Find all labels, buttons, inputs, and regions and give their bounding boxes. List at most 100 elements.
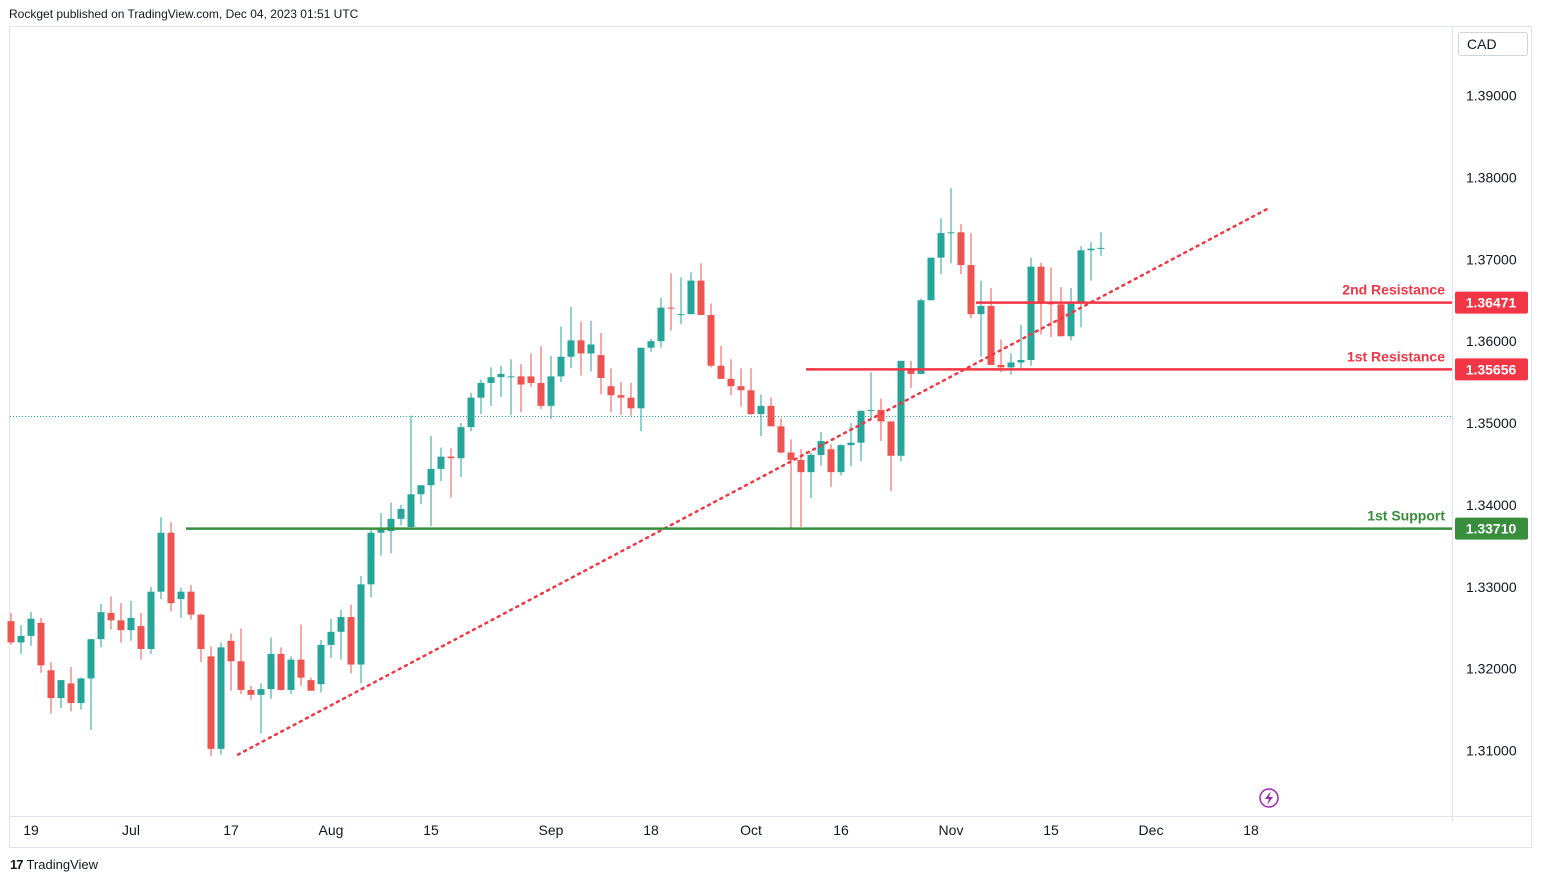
time-tick-label: Oct: [740, 822, 762, 838]
candle-up: [487, 377, 495, 383]
candle-down: [247, 689, 255, 695]
time-tick-label: 16: [833, 822, 849, 838]
candle-up: [477, 382, 485, 398]
candle-down: [997, 364, 1005, 368]
price-scale-divider: [1452, 26, 1453, 822]
candle-up: [837, 445, 845, 473]
candle-down: [447, 456, 455, 459]
candle-up: [547, 376, 555, 406]
tradingview-footer[interactable]: 17 TradingView: [10, 857, 98, 872]
candle-up: [897, 360, 905, 456]
candle-up: [17, 635, 25, 643]
time-tick-label: 15: [1043, 822, 1059, 838]
candle-down: [537, 382, 545, 406]
candle-up: [77, 678, 85, 704]
candle-down: [767, 405, 775, 427]
price-tick-label: 1.34000: [1466, 497, 1517, 513]
candle-up: [867, 409, 875, 411]
candle-up: [637, 347, 645, 409]
candle-up: [1077, 250, 1085, 302]
candle-up: [587, 344, 595, 354]
candle-up: [337, 617, 345, 632]
candle-down: [7, 621, 15, 643]
candle-up: [357, 584, 365, 665]
price-tick-label: 1.31000: [1466, 743, 1517, 759]
candle-down: [707, 314, 715, 366]
lightning-icon[interactable]: [1259, 788, 1279, 808]
support-price-value: 1.33710: [1466, 521, 1517, 537]
candle-down: [737, 386, 745, 391]
time-tick-label: 17: [223, 822, 239, 838]
candle-up: [147, 591, 155, 649]
support-label: 1st Support: [1367, 508, 1445, 524]
candle-down: [877, 409, 885, 422]
candle-up: [97, 612, 105, 640]
candle-down: [117, 620, 125, 631]
price-tick-label: 1.37000: [1466, 251, 1517, 267]
candle-up: [377, 527, 385, 533]
candle-down: [727, 378, 735, 387]
candle-up: [27, 618, 35, 636]
price-tick-label: 1.33000: [1466, 579, 1517, 595]
time-tick-label: Dec: [1139, 822, 1164, 838]
resistance-price-badge: [1455, 358, 1528, 381]
candle-up: [817, 441, 825, 455]
candle-up: [1087, 248, 1095, 251]
candle-up: [567, 340, 575, 357]
time-tick-label: 18: [643, 822, 659, 838]
candle-up: [1017, 360, 1025, 363]
candle-down: [777, 426, 785, 453]
candle-down: [607, 386, 615, 396]
candle-down: [187, 591, 195, 615]
candle-up: [417, 485, 425, 495]
resistance-price-value: 1.36471: [1466, 295, 1517, 311]
price-tick-label: 1.35000: [1466, 415, 1517, 431]
candle-up: [177, 591, 185, 600]
candle-down: [597, 355, 605, 379]
candle-up: [267, 653, 275, 690]
candle-up: [647, 341, 655, 348]
candle-up: [87, 639, 95, 679]
candle-down: [527, 376, 535, 383]
candle-up: [407, 494, 415, 528]
resistance-label: 1st Resistance: [1347, 348, 1445, 364]
uptrend-line[interactable]: [236, 207, 1270, 756]
time-tick-label: Nov: [939, 822, 964, 838]
candle-up: [217, 647, 225, 749]
price-tick-label: 1.32000: [1466, 661, 1517, 677]
candle-down: [747, 390, 755, 415]
candle-up: [157, 532, 165, 592]
candle-down: [207, 656, 215, 749]
currency-selector[interactable]: CAD: [1458, 32, 1528, 56]
time-tick-label: 19: [23, 822, 39, 838]
resistance-label: 2nd Resistance: [1342, 282, 1445, 298]
candle-up: [1067, 301, 1075, 337]
candle-down: [107, 612, 115, 621]
candle-down: [227, 640, 235, 662]
candle-up: [287, 659, 295, 690]
candle-up: [507, 376, 515, 378]
candle-down: [347, 617, 355, 665]
candle-down: [887, 421, 895, 456]
candle-down: [67, 683, 75, 704]
price-tick-label: 1.39000: [1466, 88, 1517, 104]
candle-down: [617, 395, 625, 398]
candle-up: [857, 410, 865, 443]
candle-down: [167, 532, 175, 604]
candle-down: [797, 459, 805, 473]
candle-up: [327, 631, 335, 645]
price-tick-label: 1.38000: [1466, 169, 1517, 185]
candle-up: [57, 680, 65, 699]
candle-up: [687, 280, 695, 315]
candle-up: [937, 233, 945, 258]
candle-up: [1027, 266, 1035, 361]
price-tick-label: 1.36000: [1466, 333, 1517, 349]
candle-down: [47, 670, 55, 699]
candle-up: [397, 509, 405, 519]
candle-down: [307, 680, 315, 691]
candle-down: [967, 265, 975, 315]
candle-down: [297, 659, 305, 678]
candle-down: [137, 626, 145, 649]
candle-up: [1097, 247, 1105, 249]
